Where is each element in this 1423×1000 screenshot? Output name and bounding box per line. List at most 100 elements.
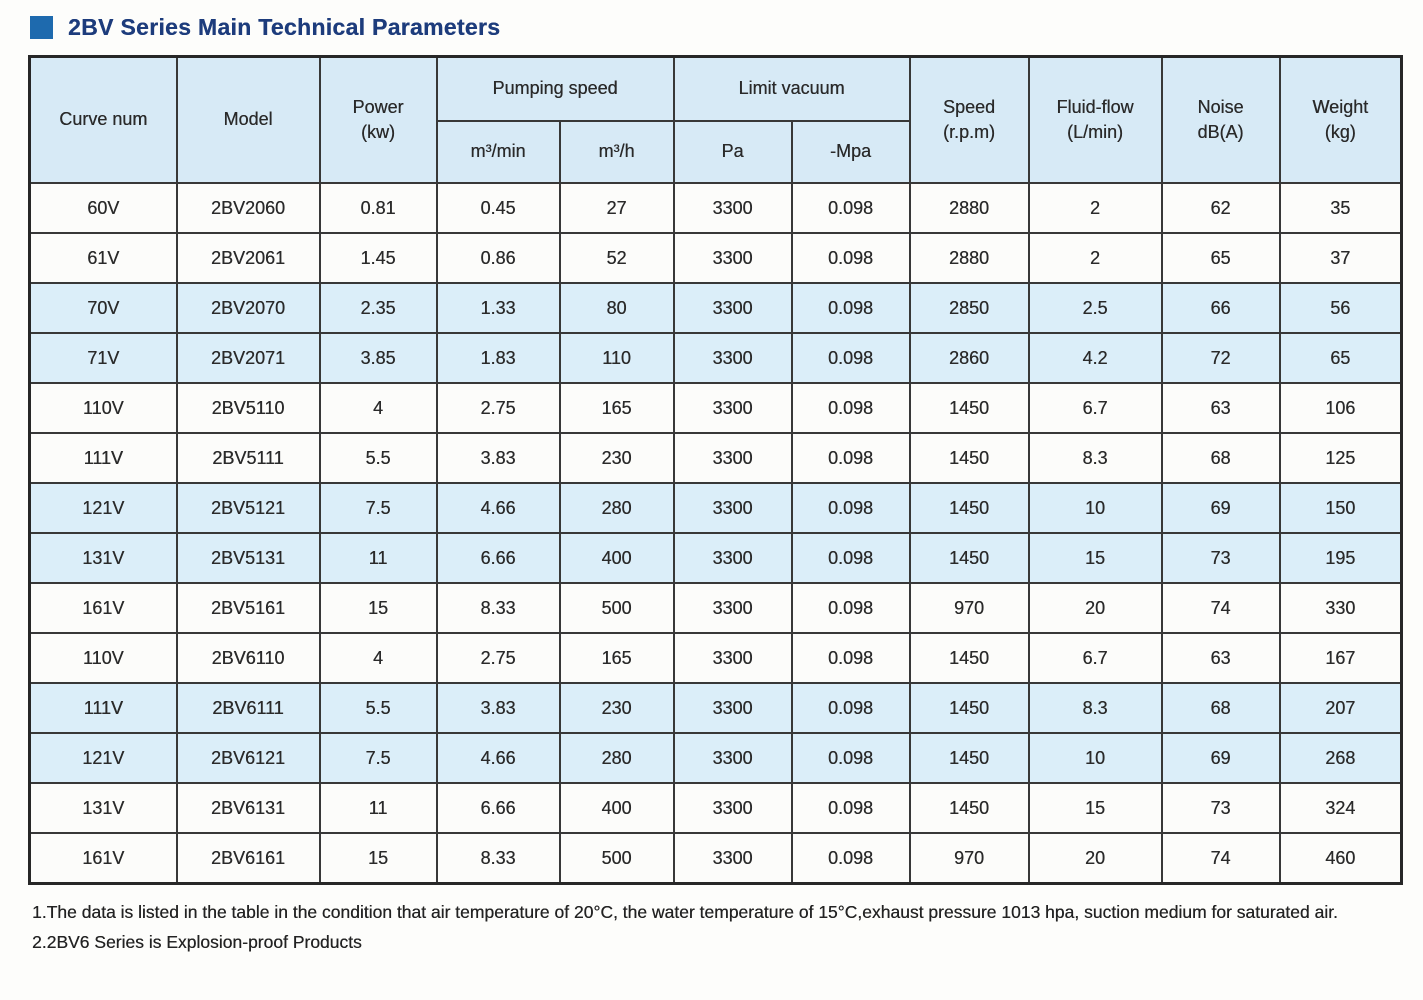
pumping-m3h-cell: 500	[558, 832, 675, 885]
model-cell: 2BV5131	[175, 532, 321, 584]
speed-cell: 1450	[908, 532, 1030, 584]
vacuum-pa-cell: 3300	[672, 732, 793, 784]
noise-cell: 72	[1160, 332, 1281, 384]
fluid-flow-cell: 8.3	[1027, 682, 1163, 734]
header-m3h: m³/h	[558, 120, 675, 184]
vacuum-mpa-cell: 0.098	[790, 382, 911, 434]
pumping-m3h-cell: 165	[558, 632, 675, 684]
vacuum-mpa-cell: 0.098	[790, 832, 911, 885]
vacuum-pa-cell: 3300	[672, 682, 793, 734]
table-body: 60V 2BV2060 0.81 0.45 27 3300 0.098 2880 2 62 35 61…	[28, 182, 1403, 885]
pumping-m3min-cell: 8.33	[435, 832, 561, 885]
vacuum-pa-cell: 3300	[672, 432, 793, 484]
vacuum-pa-cell: 3300	[672, 632, 793, 684]
curve-num-cell: 110V	[28, 382, 178, 434]
fluid-flow-cell: 15	[1027, 532, 1163, 584]
vacuum-pa-cell: 3300	[672, 232, 793, 284]
section-title-row: 2BV Series Main Technical Parameters	[30, 12, 1401, 42]
vacuum-mpa-cell: 0.098	[790, 582, 911, 634]
parameters-table: Curve num Model Power (kw) Pumping speed…	[28, 55, 1403, 885]
curve-num-cell: 110V	[28, 632, 178, 684]
curve-num-cell: 161V	[28, 582, 178, 634]
vacuum-pa-cell: 3300	[672, 832, 793, 885]
pumping-m3h-cell: 500	[558, 582, 675, 634]
header-curve-num: Curve num	[28, 55, 178, 184]
model-cell: 2BV6110	[175, 632, 321, 684]
power-cell: 15	[318, 582, 438, 634]
pumping-m3min-cell: 2.75	[435, 382, 561, 434]
curve-num-cell: 121V	[28, 732, 178, 784]
speed-cell: 1450	[908, 632, 1030, 684]
speed-cell: 1450	[908, 432, 1030, 484]
pumping-m3min-cell: 2.75	[435, 632, 561, 684]
model-cell: 2BV5110	[175, 382, 321, 434]
weight-cell: 125	[1278, 432, 1403, 484]
power-cell: 0.81	[318, 182, 438, 234]
vacuum-pa-cell: 3300	[672, 182, 793, 234]
weight-cell: 35	[1278, 182, 1403, 234]
vacuum-mpa-cell: 0.098	[790, 232, 911, 284]
weight-cell: 106	[1278, 382, 1403, 434]
speed-cell: 2880	[908, 182, 1030, 234]
pumping-m3min-cell: 6.66	[435, 782, 561, 834]
table-row: 161V 2BV5161 15 8.33 500 3300 0.098 970 20 74 330	[28, 582, 1403, 634]
table-row: 161V 2BV6161 15 8.33 500 3300 0.098 970 20 74 460	[28, 832, 1403, 885]
vacuum-mpa-cell: 0.098	[790, 532, 911, 584]
header-pumping-speed: Pumping speed	[435, 55, 675, 122]
vacuum-mpa-cell: 0.098	[790, 332, 911, 384]
header-model: Model	[175, 55, 321, 184]
pumping-m3h-cell: 80	[558, 282, 675, 334]
curve-num-cell: 61V	[28, 232, 178, 284]
speed-cell: 1450	[908, 782, 1030, 834]
model-cell: 2BV2071	[175, 332, 321, 384]
vacuum-pa-cell: 3300	[672, 532, 793, 584]
noise-cell: 73	[1160, 532, 1281, 584]
vacuum-mpa-cell: 0.098	[790, 432, 911, 484]
fluid-flow-cell: 10	[1027, 482, 1163, 534]
vacuum-mpa-cell: 0.098	[790, 732, 911, 784]
footnotes: 1.The data is listed in the table in the…	[32, 898, 1412, 958]
footnote-2: 2.2BV6 Series is Explosion-proof Product…	[32, 931, 362, 952]
model-cell: 2BV5161	[175, 582, 321, 634]
model-cell: 2BV5121	[175, 482, 321, 534]
vacuum-mpa-cell: 0.098	[790, 632, 911, 684]
noise-cell: 66	[1160, 282, 1281, 334]
table-row: 131V 2BV5131 11 6.66 400 3300 0.098 1450 15 73 195	[28, 532, 1403, 584]
fluid-flow-cell: 20	[1027, 832, 1163, 885]
fluid-flow-cell: 8.3	[1027, 432, 1163, 484]
model-cell: 2BV6111	[175, 682, 321, 734]
pumping-m3min-cell: 8.33	[435, 582, 561, 634]
vacuum-mpa-cell: 0.098	[790, 482, 911, 534]
pumping-m3h-cell: 280	[558, 482, 675, 534]
fluid-flow-cell: 6.7	[1027, 632, 1163, 684]
table-row: 121V 2BV5121 7.5 4.66 280 3300 0.098 1450 10 69 15…	[28, 482, 1403, 534]
noise-cell: 68	[1160, 682, 1281, 734]
vacuum-mpa-cell: 0.098	[790, 182, 911, 234]
curve-num-cell: 60V	[28, 182, 178, 234]
weight-cell: 324	[1278, 782, 1403, 834]
header-weight: Weight (kg)	[1278, 55, 1403, 184]
model-cell: 2BV6131	[175, 782, 321, 834]
fluid-flow-cell: 4.2	[1027, 332, 1163, 384]
power-cell: 5.5	[318, 432, 438, 484]
pumping-m3h-cell: 27	[558, 182, 675, 234]
curve-num-cell: 161V	[28, 832, 178, 885]
speed-cell: 2850	[908, 282, 1030, 334]
power-cell: 4	[318, 632, 438, 684]
noise-cell: 62	[1160, 182, 1281, 234]
page-title: 2BV Series Main Technical Parameters	[68, 13, 501, 40]
fluid-flow-cell: 10	[1027, 732, 1163, 784]
pumping-m3min-cell: 3.83	[435, 682, 561, 734]
fluid-flow-cell: 2	[1027, 182, 1163, 234]
vacuum-pa-cell: 3300	[672, 332, 793, 384]
bullet-square-icon	[30, 15, 53, 39]
power-cell: 3.85	[318, 332, 438, 384]
pumping-m3h-cell: 230	[558, 432, 675, 484]
noise-cell: 69	[1160, 732, 1281, 784]
speed-cell: 2860	[908, 332, 1030, 384]
noise-cell: 74	[1160, 832, 1281, 885]
power-cell: 15	[318, 832, 438, 885]
fluid-flow-cell: 2	[1027, 232, 1163, 284]
model-cell: 2BV2061	[175, 232, 321, 284]
